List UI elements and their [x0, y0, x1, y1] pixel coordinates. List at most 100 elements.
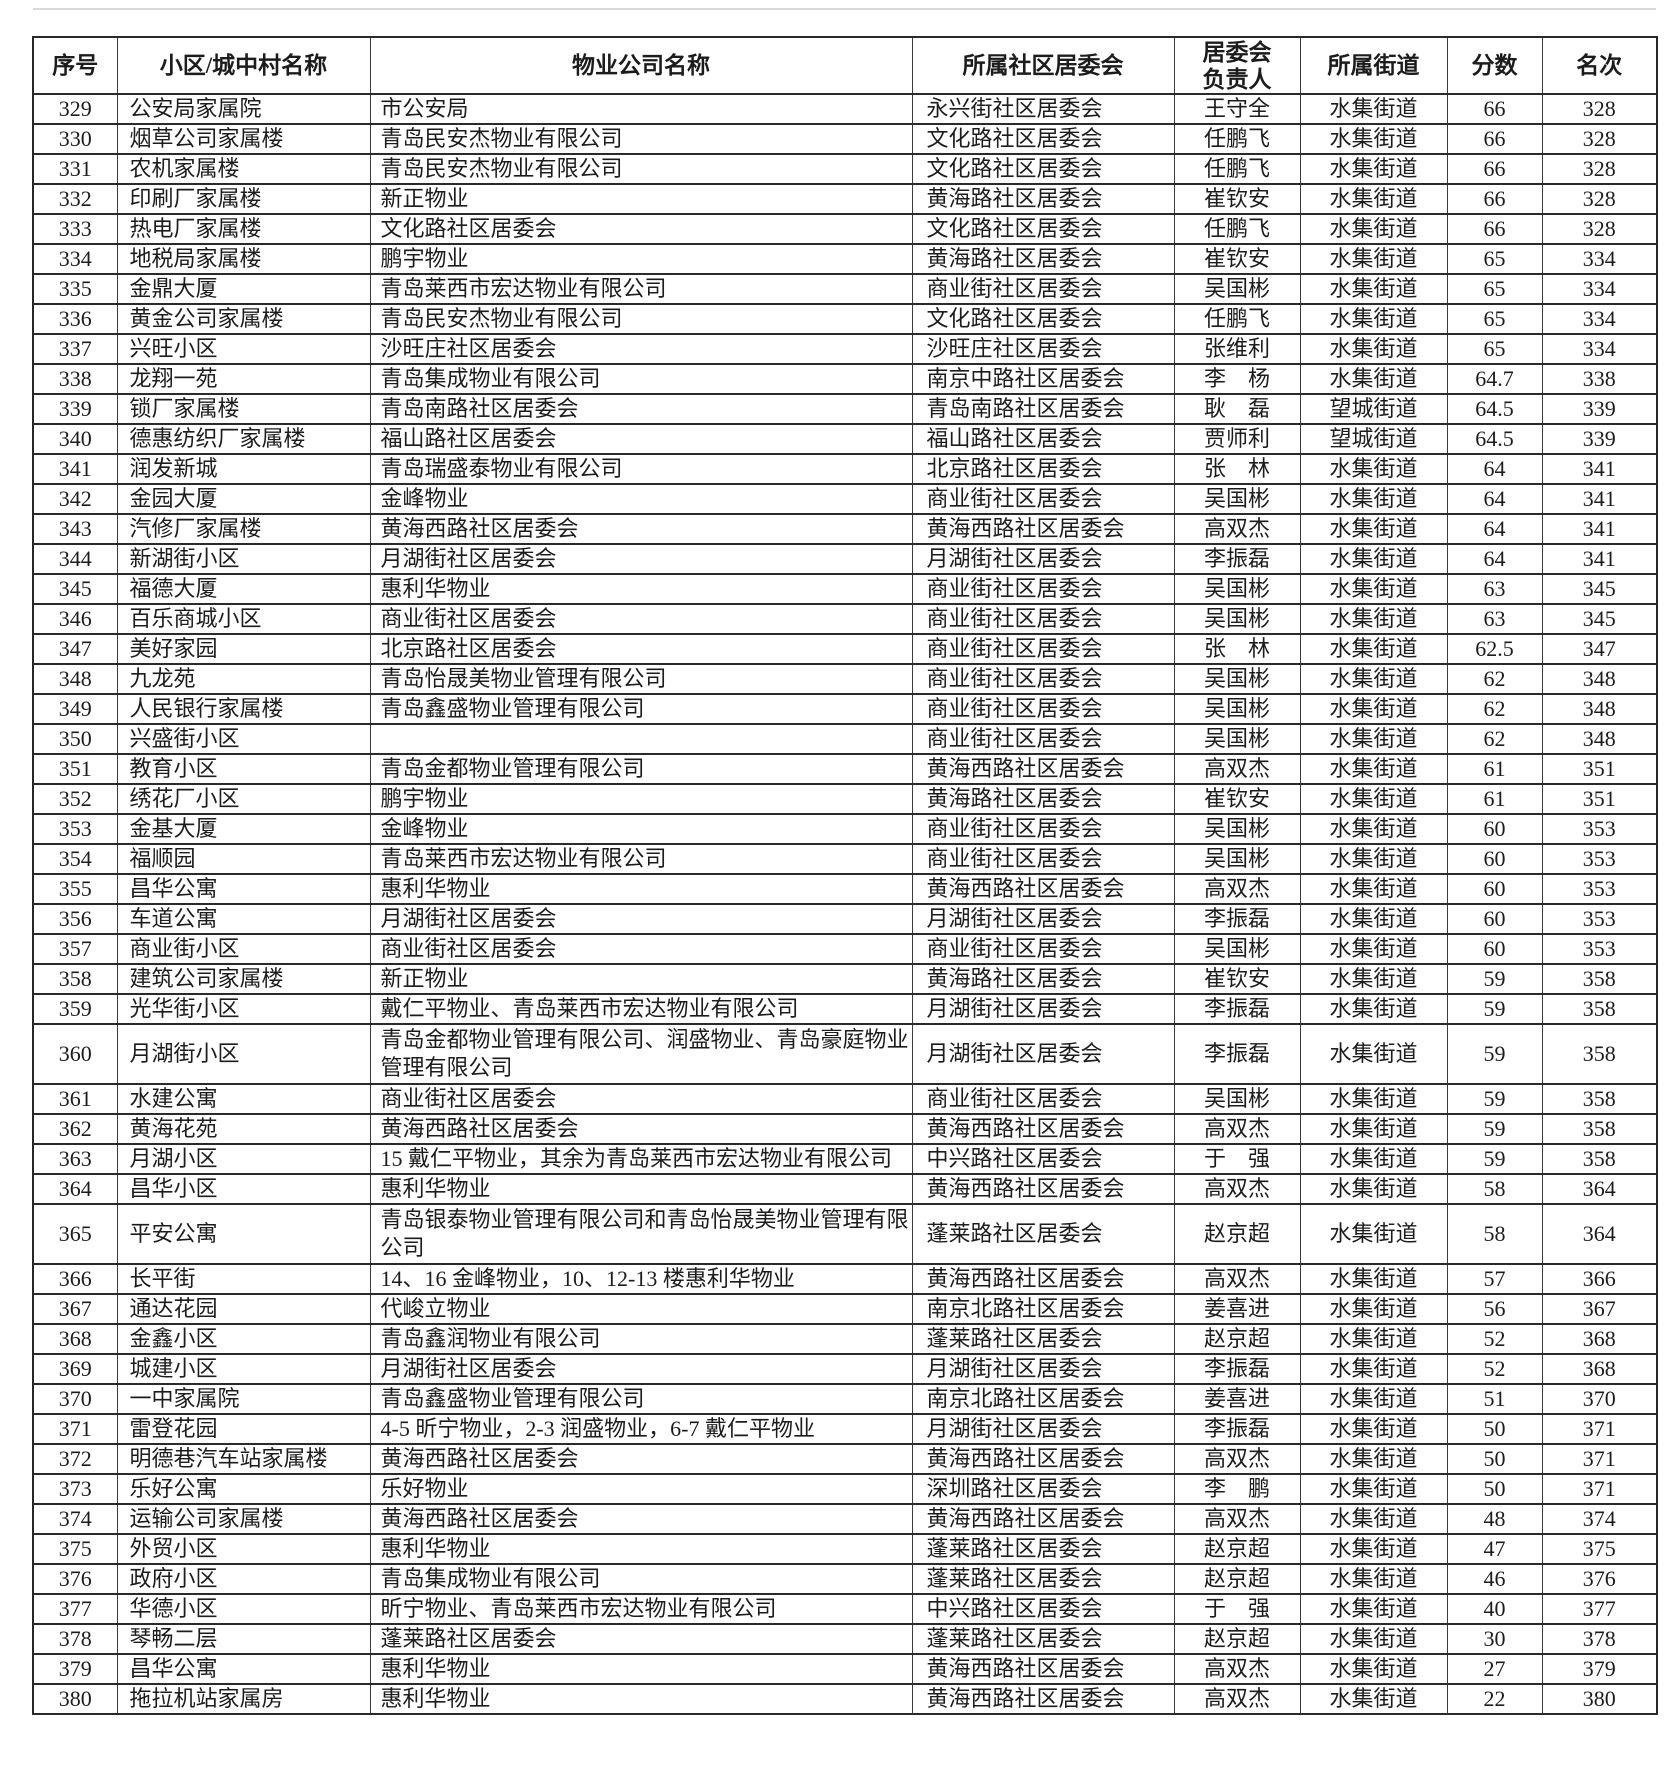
cell-rank: 353 — [1541, 813, 1658, 845]
cell-score: 64.5 — [1446, 423, 1543, 455]
cell-street: 水集街道 — [1299, 1083, 1448, 1115]
cell-street: 水集街道 — [1299, 333, 1448, 365]
cell-street: 水集街道 — [1299, 1593, 1448, 1625]
cell-street: 水集街道 — [1299, 1143, 1448, 1175]
cell-committee: 蓬莱路社区居委会 — [911, 1623, 1175, 1655]
cell-rank: 379 — [1541, 1653, 1658, 1685]
cell-serial-number: 359 — [32, 993, 118, 1025]
cell-company-name: 福山路社区居委会 — [369, 423, 913, 455]
cell-serial-number: 367 — [32, 1293, 118, 1325]
cell-rank: 348 — [1541, 693, 1658, 725]
cell-community-name: 地税局家属楼 — [116, 243, 371, 275]
column-header-score: 分数 — [1446, 36, 1543, 95]
cell-community-name: 福顺园 — [116, 843, 371, 875]
cell-rank: 377 — [1541, 1593, 1658, 1625]
cell-company-name: 新正物业 — [369, 963, 913, 995]
cell-serial-number: 348 — [32, 663, 118, 695]
cell-street: 水集街道 — [1299, 663, 1448, 695]
cell-serial-number: 361 — [32, 1083, 118, 1115]
cell-committee: 中兴路社区居委会 — [911, 1143, 1175, 1175]
cell-committee: 黄海路社区居委会 — [911, 243, 1175, 275]
cell-committee-person: 姜喜进 — [1173, 1383, 1301, 1415]
cell-committee: 南京中路社区居委会 — [911, 363, 1175, 395]
cell-committee-person: 赵京超 — [1173, 1623, 1301, 1655]
cell-company-name — [369, 723, 913, 755]
cell-serial-number: 334 — [32, 243, 118, 275]
cell-street: 望城街道 — [1299, 393, 1448, 425]
cell-street: 水集街道 — [1299, 993, 1448, 1025]
cell-company-name: 黄海西路社区居委会 — [369, 1443, 913, 1475]
cell-rank: 341 — [1541, 543, 1658, 575]
table-row: 342 金园大厦 金峰物业 商业街社区居委会 吴国彬 水集街道 64 341 — [32, 483, 1658, 515]
cell-committee: 黄海西路社区居委会 — [911, 1443, 1175, 1475]
cell-committee-person: 李振磊 — [1173, 993, 1301, 1025]
table-row: 355 昌华公寓 惠利华物业 黄海西路社区居委会 高双杰 水集街道 60 353 — [32, 873, 1658, 905]
cell-company-name: 乐好物业 — [369, 1473, 913, 1505]
cell-rank: 358 — [1541, 1083, 1658, 1115]
cell-rank: 345 — [1541, 603, 1658, 635]
column-header-street: 所属街道 — [1299, 36, 1448, 95]
cell-serial-number: 331 — [32, 153, 118, 185]
cell-street: 水集街道 — [1299, 363, 1448, 395]
table-row: 329 公安局家属院 市公安局 永兴街社区居委会 王守全 水集街道 66 328 — [32, 93, 1658, 125]
cell-serial-number: 346 — [32, 603, 118, 635]
cell-committee-person: 姜喜进 — [1173, 1293, 1301, 1325]
cell-serial-number: 355 — [32, 873, 118, 905]
cell-rank: 348 — [1541, 723, 1658, 755]
table-row: 363 月湖小区 15 戴仁平物业，其余为青岛莱西市宏达物业有限公司 中兴路社区… — [32, 1143, 1658, 1175]
table-row: 373 乐好公寓 乐好物业 深圳路社区居委会 李 鹏 水集街道 50 371 — [32, 1473, 1658, 1505]
cell-rank: 358 — [1541, 1113, 1658, 1145]
cell-company-name: 黄海西路社区居委会 — [369, 1503, 913, 1535]
cell-rank: 353 — [1541, 933, 1658, 965]
cell-score: 59 — [1446, 1023, 1543, 1085]
cell-score: 61 — [1446, 753, 1543, 785]
cell-rank: 371 — [1541, 1443, 1658, 1475]
cell-committee: 月湖街社区居委会 — [911, 1353, 1175, 1385]
cell-committee: 黄海西路社区居委会 — [911, 753, 1175, 785]
cell-score: 58 — [1446, 1203, 1543, 1265]
table-row: 361 水建公寓 商业街社区居委会 商业街社区居委会 吴国彬 水集街道 59 3… — [32, 1083, 1658, 1115]
cell-committee: 商业街社区居委会 — [911, 1083, 1175, 1115]
cell-committee-person: 吴国彬 — [1173, 723, 1301, 755]
cell-score: 66 — [1446, 183, 1543, 215]
cell-serial-number: 335 — [32, 273, 118, 305]
cell-committee-person: 吴国彬 — [1173, 933, 1301, 965]
cell-score: 64 — [1446, 483, 1543, 515]
column-header-committee: 所属社区居委会 — [911, 36, 1175, 95]
cell-street: 水集街道 — [1299, 513, 1448, 545]
cell-company-name: 青岛民安杰物业有限公司 — [369, 123, 913, 155]
cell-serial-number: 332 — [32, 183, 118, 215]
cell-rank: 334 — [1541, 273, 1658, 305]
cell-committee: 月湖街社区居委会 — [911, 1413, 1175, 1445]
cell-committee: 文化路社区居委会 — [911, 303, 1175, 335]
cell-score: 62 — [1446, 693, 1543, 725]
cell-street: 水集街道 — [1299, 1473, 1448, 1505]
cell-score: 62.5 — [1446, 633, 1543, 665]
cell-rank: 334 — [1541, 303, 1658, 335]
cell-rank: 358 — [1541, 963, 1658, 995]
cell-street: 水集街道 — [1299, 573, 1448, 605]
cell-company-name: 14、16 金峰物业，10、12-13 楼惠利华物业 — [369, 1263, 913, 1295]
table-row: 337 兴旺小区 沙旺庄社区居委会 沙旺庄社区居委会 张维利 水集街道 65 3… — [32, 333, 1658, 365]
cell-street: 水集街道 — [1299, 753, 1448, 785]
table-row: 352 绣花厂小区 鹏宇物业 黄海路社区居委会 崔钦安 水集街道 61 351 — [32, 783, 1658, 815]
cell-community-name: 建筑公司家属楼 — [116, 963, 371, 995]
cell-community-name: 教育小区 — [116, 753, 371, 785]
cell-community-name: 龙翔一苑 — [116, 363, 371, 395]
cell-serial-number: 353 — [32, 813, 118, 845]
cell-committee: 商业街社区居委会 — [911, 483, 1175, 515]
cell-street: 水集街道 — [1299, 873, 1448, 905]
cell-street: 水集街道 — [1299, 1683, 1448, 1715]
cell-score: 63 — [1446, 573, 1543, 605]
cell-committee-person: 高双杰 — [1173, 753, 1301, 785]
cell-committee-person: 李 鹏 — [1173, 1473, 1301, 1505]
cell-company-name: 青岛莱西市宏达物业有限公司 — [369, 273, 913, 305]
cell-street: 水集街道 — [1299, 723, 1448, 755]
cell-company-name: 市公安局 — [369, 93, 913, 125]
cell-rank: 334 — [1541, 243, 1658, 275]
table-row: 356 车道公寓 月湖街社区居委会 月湖街社区居委会 李振磊 水集街道 60 3… — [32, 903, 1658, 935]
table-row: 380 拖拉机站家属房 惠利华物业 黄海西路社区居委会 高双杰 水集街道 22 … — [32, 1683, 1658, 1715]
table-row: 338 龙翔一苑 青岛集成物业有限公司 南京中路社区居委会 李 杨 水集街道 6… — [32, 363, 1658, 395]
cell-rank: 371 — [1541, 1413, 1658, 1445]
table-row: 354 福顺园 青岛莱西市宏达物业有限公司 商业街社区居委会 吴国彬 水集街道 … — [32, 843, 1658, 875]
